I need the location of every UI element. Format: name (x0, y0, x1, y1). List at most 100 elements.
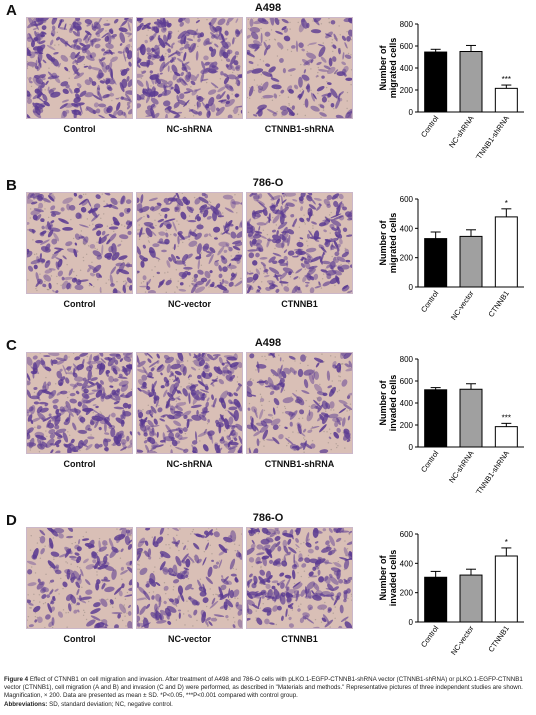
micrograph-texture (247, 18, 352, 118)
micrograph-label: NC-shRNA (166, 124, 213, 134)
figure-label: Figure 4 (4, 676, 29, 683)
significance-annotation: * (505, 199, 508, 208)
micrograph-texture (27, 18, 132, 118)
bar-chart-svg: Number ofmigrated cells 0 200 400 600 Control… (378, 195, 524, 322)
micrograph-image (246, 17, 353, 119)
significance-annotation: * (505, 538, 508, 547)
bar (424, 238, 448, 288)
bar (494, 216, 518, 288)
micrograph-label: NC-shRNA (166, 459, 213, 469)
micrograph-image (26, 192, 133, 294)
y-axis-label: Number ofmigrated cells (378, 213, 398, 274)
panel-d: D 786-O Control NC-vector CTNNB1 Number ofinv… (0, 512, 536, 672)
micrograph-texture (137, 193, 242, 293)
y-tick-label: 400 (400, 399, 414, 408)
x-tick-label: NC-vector (449, 289, 476, 322)
x-tick-label: NC-vector (449, 624, 476, 657)
abbreviations-text: SD, standard deviation; NC, negative con… (49, 700, 173, 708)
x-tick-label: CTNNB1-shRNA (471, 449, 511, 493)
bar (424, 576, 448, 623)
y-tick-label: 600 (400, 530, 414, 539)
bar (494, 87, 518, 113)
micrograph-label: Control (63, 459, 96, 469)
x-tick-label: Control (419, 449, 440, 474)
panel-b: B 786-O Control NC-vector CTNNB1 Number ofmig… (0, 177, 536, 337)
panel-letter: C (6, 337, 17, 354)
bar-chart: Number ofmigrated cells 0 200 400 600 800 Cont… (370, 12, 536, 158)
micrograph-texture (247, 193, 352, 293)
y-tick-label: 200 (400, 86, 414, 95)
x-tick-label: Control (419, 114, 440, 139)
y-tick-label: 600 (400, 42, 414, 51)
y-tick-label: 400 (400, 559, 414, 568)
panel-c: C A498 Control NC-shRNA CTNNB1-shRNA Number o… (0, 337, 536, 497)
bar-chart: Number ofmigrated cells 0 200 400 600 Control… (370, 187, 536, 333)
y-tick-label: 400 (400, 64, 414, 73)
y-axis-label: Number ofmigrated cells (378, 38, 398, 99)
y-tick-label: 400 (400, 224, 414, 233)
micrograph-label: Control (63, 124, 96, 134)
significance-annotation: *** (502, 75, 511, 84)
bar-chart-svg: Number ofinvaded cells 0 200 400 600 Control N… (378, 530, 524, 657)
bar (459, 574, 483, 623)
micrograph-label: CTNNB1 (281, 634, 318, 644)
y-tick-label: 800 (400, 20, 414, 29)
x-tick-label: NC-shRNA (447, 449, 476, 485)
micrograph-image (26, 17, 133, 119)
micrograph-image (136, 192, 243, 294)
x-tick-label: CTNNB1-shRNA (471, 114, 511, 158)
micrograph-texture (137, 18, 242, 118)
micrograph-image (246, 352, 353, 454)
panel-letter: D (6, 512, 17, 529)
micrograph-texture (27, 353, 132, 453)
caption-text: Effect of CTNNB1 on cell migration and i… (4, 676, 523, 700)
micrograph-texture (137, 528, 242, 628)
micrograph-image (246, 527, 353, 629)
micrograph-texture (27, 193, 132, 293)
y-tick-label: 600 (400, 377, 414, 386)
y-tick-label: 200 (400, 254, 414, 263)
bar-chart: Number ofinvaded cells 0 200 400 600 800 Contr… (370, 347, 536, 493)
y-tick-label: 200 (400, 589, 414, 598)
y-tick-label: 0 (409, 108, 414, 117)
bar (459, 235, 483, 288)
y-tick-label: 0 (409, 618, 414, 627)
micrograph-label: CTNNB1-shRNA (264, 124, 335, 134)
micrograph-texture (247, 353, 352, 453)
x-tick-label: NC-shRNA (447, 114, 476, 150)
micrograph-label: NC-vector (167, 634, 211, 644)
micrograph-image (26, 527, 133, 629)
bar (459, 51, 483, 113)
panel-letter: B (6, 177, 17, 194)
micrograph-label: CTNNB1-shRNA (264, 459, 335, 469)
micrograph-label: CTNNB1 (281, 299, 318, 309)
micrograph-label: NC-vector (167, 299, 211, 309)
x-tick-label: CTNNB1 (486, 289, 511, 319)
y-tick-label: 200 (400, 421, 414, 430)
micrograph-label: Control (63, 299, 96, 309)
cell-line-title: A498 (254, 2, 282, 14)
micrograph-image (26, 352, 133, 454)
cell-line-title: 786-O (252, 512, 284, 524)
micrograph-label: Control (63, 634, 96, 644)
bar-chart: Number ofinvaded cells 0 200 400 600 Control N… (370, 522, 536, 668)
y-tick-label: 800 (400, 355, 414, 364)
x-tick-label: CTNNB1 (486, 624, 511, 654)
bar (494, 426, 518, 448)
y-tick-label: 0 (409, 283, 414, 292)
bar (494, 555, 518, 623)
x-tick-label: Control (419, 289, 440, 314)
micrograph-texture (247, 528, 352, 628)
micrograph-texture (27, 528, 132, 628)
bar-chart-svg: Number ofmigrated cells 0 200 400 600 800 Cont… (378, 20, 524, 158)
y-axis-label: Number ofinvaded cells (378, 550, 398, 607)
y-tick-label: 0 (409, 443, 414, 452)
micrograph-texture (137, 353, 242, 453)
panel-a: A A498 Control NC-shRNA CTNNB1-shRNA Number o… (0, 2, 536, 162)
cell-line-title: 786-O (252, 177, 284, 189)
bar (424, 51, 448, 113)
y-axis-label: Number ofinvaded cells (378, 375, 398, 432)
micrograph-image (246, 192, 353, 294)
panel-letter: A (6, 2, 17, 19)
y-tick-label: 600 (400, 195, 414, 204)
